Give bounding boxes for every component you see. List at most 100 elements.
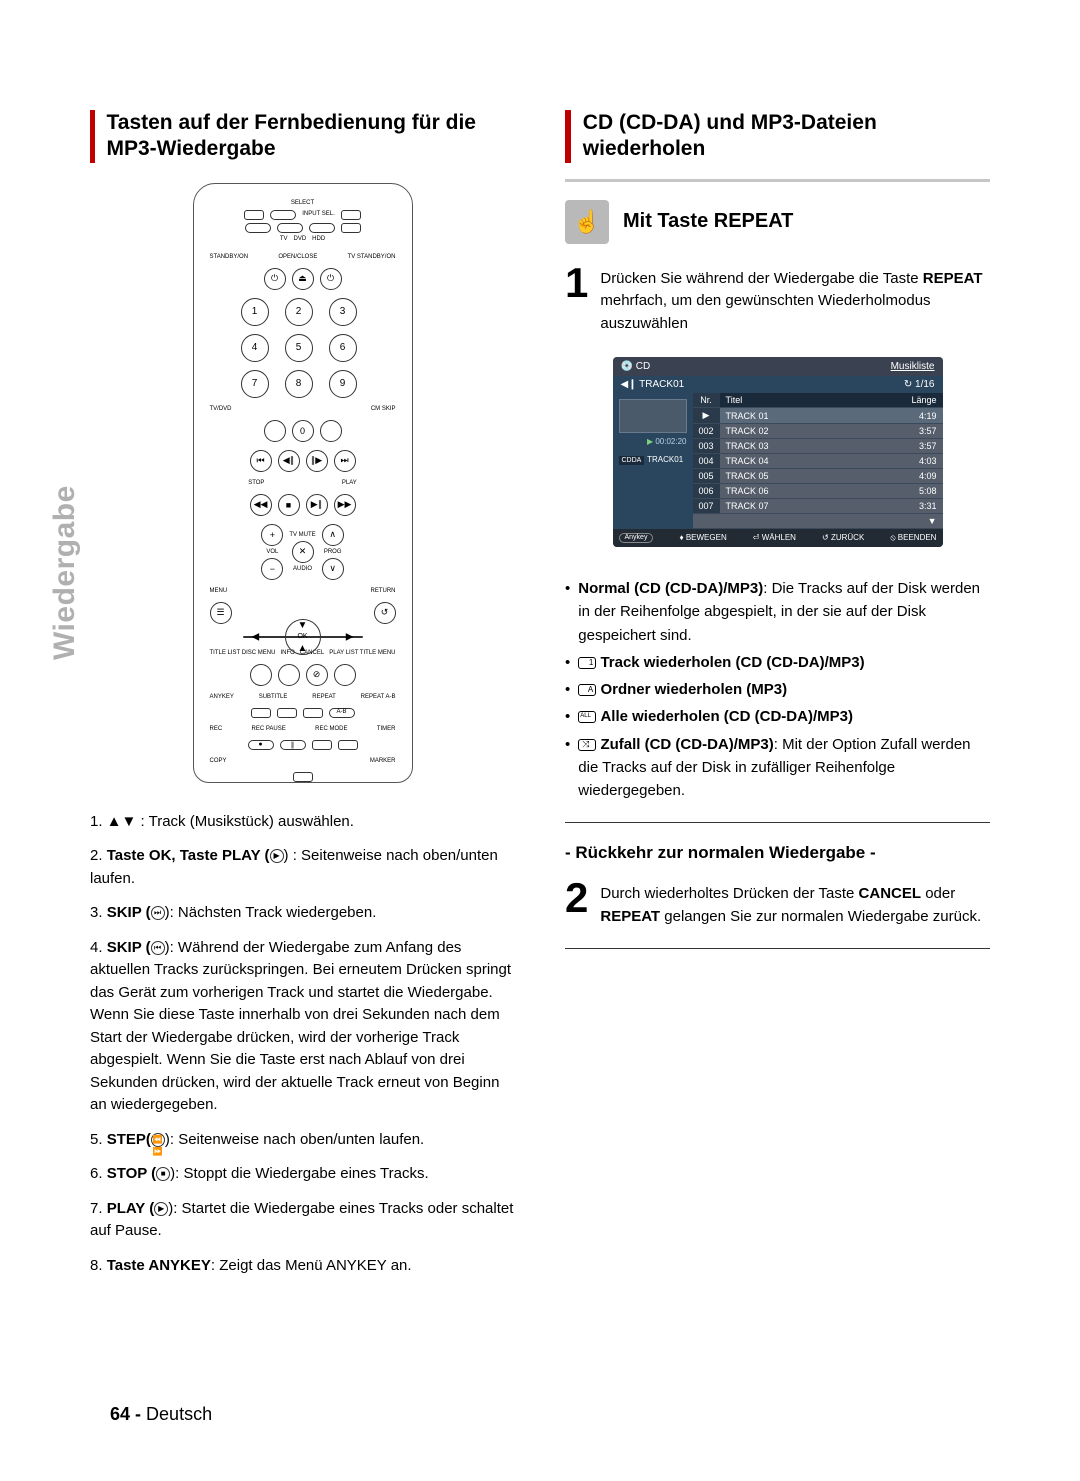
tv-standby-button: ⏻ (320, 268, 342, 290)
remote-label: DVD (294, 236, 307, 243)
repeat-mode-icon (578, 711, 596, 723)
step2-post: gelangen Sie zur normalen Wiedergabe zur… (660, 908, 981, 925)
ffwd-button: ▶▶ (334, 494, 356, 516)
right-arrow-icon: ▶ (346, 631, 354, 642)
instruction-item: 8. Taste ANYKEY: Zeigt das Menü ANYKEY a… (90, 1255, 515, 1278)
tvdvd-button (264, 420, 286, 442)
remote-button (309, 223, 335, 233)
sidebar-section-label: Wiedergabe (48, 485, 82, 660)
remote-label: RETURN (371, 588, 396, 594)
osd-col-header: Länge (903, 393, 943, 408)
step-2: 2 Durch wiederholtes Drücken der Taste C… (565, 877, 990, 928)
instruction-item: 3. SKIP (⏭): Nächsten Track wiedergeben. (90, 902, 515, 925)
divider (565, 948, 990, 949)
menu-button: ☰ (210, 602, 232, 624)
navpad: ▲ ▼ ◀ ▶ OK (243, 636, 363, 638)
osd-track-row: 003TRACK 033:57 (693, 439, 943, 454)
osd-col-header: Titel (720, 393, 903, 408)
instruction-item: 1. ▲▼ : Track (Musikstück) auswählen. (90, 811, 515, 834)
num-button: 4 (241, 334, 269, 362)
repeat-ab-button: A-B (329, 708, 355, 718)
remote-label: STANDBY/ON (210, 254, 249, 260)
step2-pre: Durch wiederholtes Drücken der Taste (600, 885, 858, 902)
right-section-title: CD (CD-DA) und MP3-Dateien wiederholen (565, 110, 990, 163)
osd-foot-item: ⏎ WÄHLEN (753, 533, 796, 543)
playlist-button (334, 664, 356, 686)
remote-label: REC PAUSE (252, 726, 286, 732)
num-button: 1 (241, 298, 269, 326)
step-number: 2 (565, 877, 588, 919)
ok-button: OK (285, 619, 321, 655)
step-fwd-button: ∥▶ (306, 450, 328, 472)
remote-label: VOL (266, 549, 278, 555)
vol-prog-cross: + VOL − TV MUTE ✕ AUDIO ∧ PROG ∨ (261, 524, 343, 580)
num-button: 8 (285, 370, 313, 398)
remote-label: TV/DVD (210, 406, 232, 412)
prog-up-button: ∧ (322, 524, 344, 546)
standby-button: ⏻ (264, 268, 286, 290)
remote-button (270, 210, 296, 220)
osd-anykey-badge: Anykey (619, 533, 654, 543)
num-button: 7 (241, 370, 269, 398)
return-heading: - Rückkehr zur normalen Wiedergabe - (565, 843, 990, 863)
repeat-mode-icon (578, 739, 596, 751)
divider (565, 179, 990, 182)
cancel-button: ⊘ (306, 664, 328, 686)
repeat-button (303, 708, 323, 718)
accent-bar (565, 110, 571, 163)
step-text-post: mehrfach, um den gewünschten Wiederholmo… (600, 292, 930, 332)
mute-button: ✕ (292, 541, 314, 563)
osd-col-header: Nr. (693, 393, 720, 408)
numpad: 1 2 3 4 5 6 7 8 9 (241, 298, 365, 398)
osd-track-row: 005TRACK 054:09 (693, 469, 943, 484)
osd-disc-label: 💿 CD (621, 361, 651, 372)
osd-screenshot: 💿 CD Musikliste ◀❙ TRACK01 ↻ 1/16 ▶ 00:0… (613, 357, 943, 547)
remote-label: TIMER (377, 726, 396, 732)
eject-button: ⏏ (292, 268, 314, 290)
left-column: Tasten auf der Fernbedienung für die MP3… (90, 110, 515, 1289)
remote-label: SELECT (291, 200, 314, 207)
page-number: 64 - (110, 1404, 141, 1424)
instruction-item: 5. STEP(⏪ ⏩): Seitenweise nach oben/unte… (90, 1129, 515, 1152)
left-section-title: Tasten auf der Fernbedienung für die MP3… (90, 110, 515, 163)
page-language: Deutsch (146, 1404, 212, 1424)
remote-diagram: SELECT INPUT SEL. TV DVD HDD (193, 183, 413, 783)
remote-label: REC (210, 726, 223, 732)
remote-label: AUDIO (293, 566, 312, 572)
anykey-button (251, 708, 271, 718)
remote-label: ANYKEY (210, 694, 234, 700)
num-button: 2 (285, 298, 313, 326)
return-button: ↺ (374, 602, 396, 624)
remote-label: TV (280, 236, 288, 243)
right-column: CD (CD-DA) und MP3-Dateien wiederholen ☝… (565, 110, 990, 1289)
repeat-mode-icon (578, 684, 596, 696)
num-button: 0 (292, 420, 314, 442)
accent-bar (90, 110, 95, 163)
num-button: 9 (329, 370, 357, 398)
remote-label: HDD (312, 236, 325, 243)
cmskip-button (320, 420, 342, 442)
osd-time-display: ▶ 00:02:20 (619, 437, 687, 446)
step2-mid: oder (921, 885, 955, 902)
repeat-mode-icon (578, 657, 596, 669)
bullet-item: • Zufall (CD (CD-DA)/MP3): Mit der Optio… (565, 733, 990, 803)
rewind-button: ◀◀ (250, 494, 272, 516)
page-content: Tasten auf der Fernbedienung für die MP3… (0, 0, 1080, 1349)
osd-cdda-badge: CDDA (619, 456, 645, 465)
titlelist-button (250, 664, 272, 686)
num-button: 6 (329, 334, 357, 362)
remote-label: REPEAT A-B (361, 694, 396, 700)
step-text-pre: Drücken Sie während der Wiedergabe die T… (600, 270, 922, 287)
remote-button (277, 223, 303, 233)
remote-button (341, 210, 361, 220)
subheading-row: ☝ Mit Taste REPEAT (565, 200, 990, 244)
osd-track-row: 002TRACK 023:57 (693, 424, 943, 439)
remote-label: SUBTITLE (259, 694, 288, 700)
repeat-mode-list: •Normal (CD (CD-DA)/MP3): Die Tracks auf… (565, 577, 990, 802)
remote-label: TITLE LIST DISC MENU (210, 650, 276, 656)
prev-button: ⏮ (250, 450, 272, 472)
step-text: Durch wiederholtes Drücken der Taste CAN… (600, 877, 990, 928)
osd-counter: ↻ 1/16 (904, 379, 935, 390)
remote-label: STOP (248, 480, 264, 486)
remote-label: MARKER (370, 758, 396, 764)
